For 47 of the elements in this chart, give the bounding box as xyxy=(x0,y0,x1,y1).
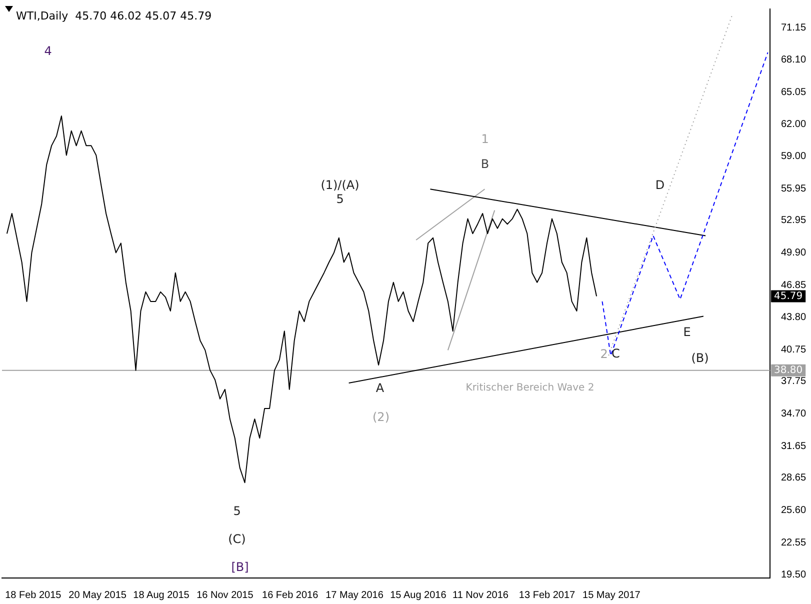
x-tick-label: 17 May 2016 xyxy=(326,590,384,601)
annotation: [B] xyxy=(231,560,249,574)
y-tick-label: 49.90 xyxy=(780,247,806,258)
y-tick-label: 59.00 xyxy=(780,151,806,162)
y-tick-label: 52.95 xyxy=(780,215,806,226)
y-tick-label: 71.15 xyxy=(780,22,806,34)
y-tick-label: 34.70 xyxy=(780,408,806,420)
y-tick-label: 25.60 xyxy=(780,504,806,516)
x-tick-label: 16 Feb 2016 xyxy=(262,590,319,601)
annotation: (C) xyxy=(228,532,246,546)
y-tick-label: 28.65 xyxy=(780,472,806,484)
y-tick-label: 40.75 xyxy=(780,344,806,356)
annotation: 1 xyxy=(481,132,489,146)
annotation: 45.79 xyxy=(774,290,803,302)
y-tick-label: 68.10 xyxy=(780,54,806,66)
x-tick-label: 11 Nov 2016 xyxy=(452,590,509,601)
y-tick-label: 22.55 xyxy=(780,537,806,548)
x-tick-label: 13 Feb 2017 xyxy=(518,590,576,601)
annotation: B xyxy=(480,157,490,172)
ref-line-label: 38.80 xyxy=(774,364,803,376)
x-tick-label: 20 May 2015 xyxy=(68,590,127,601)
y-tick-label: 62.00 xyxy=(780,119,806,130)
y-tick-label: 65.05 xyxy=(780,86,806,98)
annotation: Kritischer Bereich Wave 2 xyxy=(466,382,594,394)
annotation: E xyxy=(683,325,691,340)
x-tick-label: 15 May 2017 xyxy=(582,590,641,601)
annotation: 2 xyxy=(600,347,608,362)
x-tick-label: 16 Nov 2015 xyxy=(196,590,254,601)
x-tick-label: 15 Aug 2016 xyxy=(390,590,447,601)
annotation: (1)/(A) xyxy=(320,178,360,192)
annotation: C xyxy=(612,346,620,361)
chart-title: WTI,Daily 45.70 46.02 45.07 45.79 xyxy=(16,9,212,22)
x-tick-label: 18 Feb 2015 xyxy=(5,590,62,601)
y-tick-label: 19.50 xyxy=(780,570,806,581)
annotation: 4 xyxy=(44,44,52,58)
annotation: D xyxy=(655,178,665,192)
annotation: (B) xyxy=(691,351,709,366)
x-tick-label: 18 Aug 2015 xyxy=(133,590,190,601)
y-tick-label: 46.85 xyxy=(780,280,806,291)
y-tick-label: 37.75 xyxy=(780,376,806,388)
y-tick-label: 55.95 xyxy=(780,183,806,194)
y-tick-label: 43.80 xyxy=(780,312,806,324)
annotation: (2) xyxy=(372,410,390,424)
annotation: 5 xyxy=(336,192,344,206)
annotation: A xyxy=(376,381,385,396)
y-tick-label: 31.65 xyxy=(780,440,806,452)
annotation: 5 xyxy=(233,504,241,518)
